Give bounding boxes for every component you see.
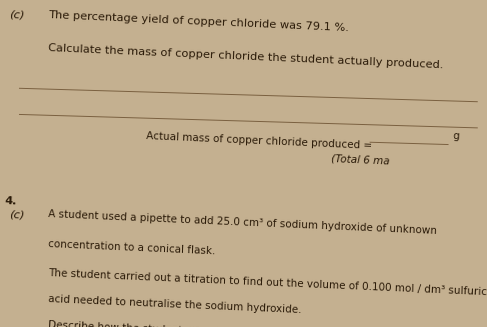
Text: (c): (c) xyxy=(9,10,25,21)
Text: (c): (c) xyxy=(9,209,25,220)
Text: Calculate the mass of copper chloride the student actually produced.: Calculate the mass of copper chloride th… xyxy=(48,43,444,70)
Text: The percentage yield of copper chloride was 79.1 %.: The percentage yield of copper chloride … xyxy=(48,10,349,33)
Text: concentration to a conical flask.: concentration to a conical flask. xyxy=(48,239,216,256)
Text: (Total 6 ma: (Total 6 ma xyxy=(331,154,390,166)
Text: The student carried out a titration to find out the volume of 0.100 mol / dm³ su: The student carried out a titration to f… xyxy=(48,268,487,297)
Text: acid needed to neutralise the sodium hydroxide.: acid needed to neutralise the sodium hyd… xyxy=(48,294,302,315)
Text: g: g xyxy=(452,131,460,141)
Text: A student used a pipette to add 25.0 cm³ of sodium hydroxide of unknown: A student used a pipette to add 25.0 cm³… xyxy=(48,209,437,236)
Text: Actual mass of copper chloride produced =: Actual mass of copper chloride produced … xyxy=(146,131,372,151)
Text: 4.: 4. xyxy=(4,196,17,207)
Text: Describe how the student would complete the titration.: Describe how the student would complete … xyxy=(48,320,338,327)
